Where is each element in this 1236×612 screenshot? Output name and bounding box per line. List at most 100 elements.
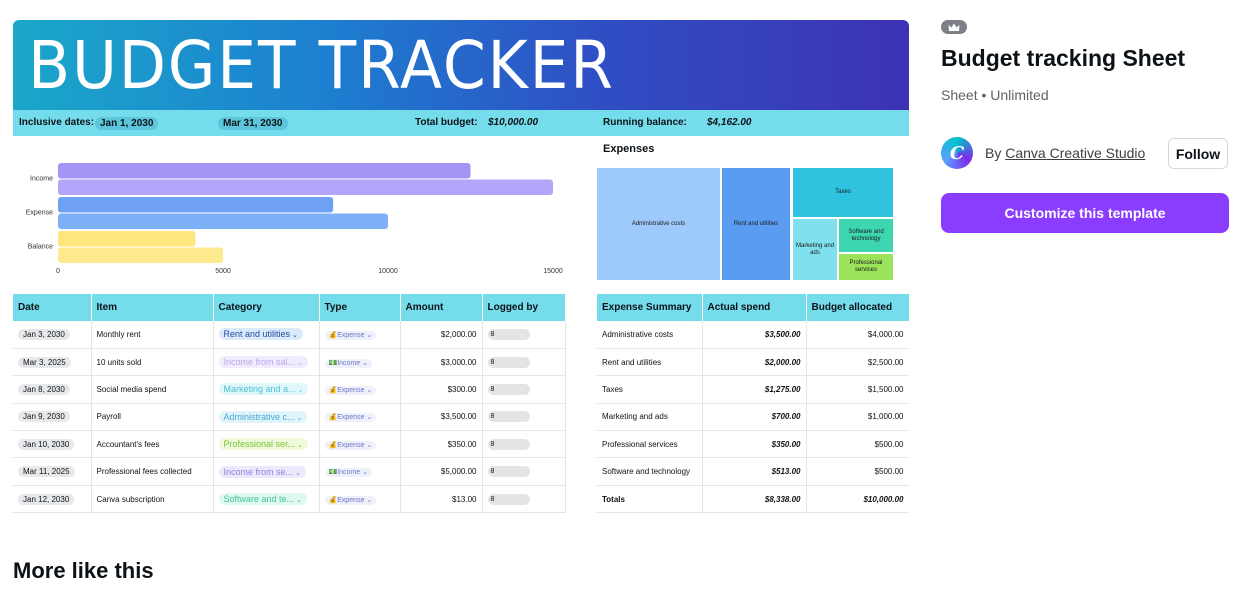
table-row[interactable]: Jan 12, 2030 Canva subscription Software a… (13, 485, 566, 514)
treemap-cell: Rent and utilities (722, 168, 790, 280)
category-dropdown[interactable]: Rent and utilities ⌄ (218, 328, 303, 341)
summary-name: Rent and utilities (597, 348, 703, 377)
budget-allocated: $500.00 (806, 457, 909, 486)
chart-bar-expense-2 (58, 213, 388, 229)
date-cell: Mar 3, 2025 (18, 356, 71, 368)
expense-summary-table: Expense Summary Actual spend Budget alloca… (597, 294, 909, 514)
preview-title: BUDGET TRACKER (28, 27, 615, 104)
column-header: Amount (400, 294, 483, 321)
category-label: Income (30, 176, 53, 183)
summary-row: Software and technology $513.00 $500.00 (597, 457, 909, 486)
type-tag[interactable]: 💰Expense ⌄ (324, 385, 377, 395)
actual-spend: $700.00 (702, 403, 807, 432)
amount-cell: $3,000.00 (440, 357, 477, 367)
money-icon: 💰 (328, 386, 338, 394)
treemap-cell: Taxes (793, 168, 893, 217)
item-cell: Professional fees collected (96, 467, 192, 477)
summary-name: Taxes (597, 375, 703, 404)
chevron-down-icon: ⌄ (296, 414, 303, 422)
type-tag[interactable]: 💰Expense ⌄ (324, 495, 377, 505)
date-cell: Jan 3, 2030 (18, 328, 70, 340)
category-label: Balance (28, 244, 53, 251)
type-tag[interactable]: 💰Expense ⌄ (324, 413, 377, 423)
type-tag[interactable]: 💵Income ⌄ (324, 358, 372, 368)
summary-row: Marketing and ads $700.00 $1,000.00 (597, 403, 909, 432)
table-row[interactable]: Mar 11, 2025 Professional fees collected I… (13, 457, 566, 486)
start-date: Jan 1, 2030 (95, 117, 159, 130)
table-row[interactable]: Mar 3, 2025 10 units sold Income from sal.… (13, 348, 566, 377)
category-dropdown[interactable]: Professional ser... ⌄ (218, 438, 308, 451)
table-row[interactable]: Jan 8, 2030 Social media spend Marketing a… (13, 375, 566, 404)
budget-allocated: $10,000.00 (806, 485, 909, 514)
balance-label: Running balance: (603, 117, 687, 128)
author-avatar[interactable]: C (941, 137, 973, 169)
chevron-down-icon: ⌄ (297, 360, 303, 368)
date-cell: Jan 8, 2030 (18, 383, 70, 395)
treemap-cell: Professional services (839, 254, 893, 280)
actual-spend: $513.00 (702, 457, 807, 486)
chevron-down-icon: ⌄ (295, 469, 301, 477)
summary-row: Professional services $350.00 $500.00 (597, 430, 909, 459)
table-row[interactable]: Jan 9, 2030 Payroll Administrative c... ⌄ 💰E… (13, 403, 566, 432)
column-header: Expense Summary (597, 294, 703, 321)
chevron-down-icon: ⌄ (297, 442, 303, 450)
author-link[interactable]: Canva Creative Studio (1005, 145, 1146, 161)
logged-by-cell: 8 (487, 356, 530, 368)
summary-row: Totals $8,338.00 $10,000.00 (597, 485, 909, 514)
money-icon: 💵 (328, 469, 338, 477)
category-dropdown[interactable]: Marketing and a... ⌄ (218, 383, 309, 396)
type-tag[interactable]: 💵Income ⌄ (324, 468, 372, 478)
table-row[interactable]: Jan 10, 2030 Accountant's fees Professiona… (13, 430, 566, 459)
more-like-this-heading: More like this (13, 558, 154, 583)
expenses-treemap: Administrative costs Rent and utilities Ta… (597, 168, 893, 280)
type-tag[interactable]: 💰Expense ⌄ (324, 330, 377, 340)
actual-spend: $350.00 (702, 430, 807, 459)
budget-allocated: $1,500.00 (806, 375, 909, 404)
follow-button[interactable]: Follow (1168, 138, 1228, 169)
column-header: Logged by (482, 294, 566, 321)
summary-name: Professional services (597, 430, 703, 459)
column-header: Item (91, 294, 214, 321)
category-dropdown[interactable]: Software and te... ⌄ (218, 493, 307, 506)
treemap-cell: Administrative costs (597, 168, 720, 280)
amount-cell: $300.00 (447, 384, 477, 394)
actual-spend: $3,500.00 (702, 321, 807, 349)
x-tick-label: 10000 (378, 268, 398, 275)
date-cell: Jan 10, 2030 (18, 438, 75, 450)
amount-cell: $3,500.00 (440, 412, 477, 422)
premium-badge (941, 20, 967, 34)
chevron-down-icon: ⌄ (297, 387, 304, 395)
budget-label: Total budget: (415, 117, 478, 128)
type-tag[interactable]: 💰Expense ⌄ (324, 440, 377, 450)
date-cell: Mar 11, 2025 (18, 466, 75, 478)
logged-by-cell: 8 (487, 438, 530, 450)
crown-icon (948, 23, 960, 31)
dates-label: Inclusive dates: (19, 117, 95, 128)
logged-by-cell: 8 (487, 328, 530, 340)
treemap-cell: Software and technology (839, 219, 893, 252)
transactions-table: Date Item Category Type Amount Logged by Jan … (13, 294, 566, 514)
item-cell: Canva subscription (96, 494, 165, 504)
item-cell: Monthly rent (96, 329, 141, 339)
balance-value: $4,162.00 (707, 117, 752, 128)
category-dropdown[interactable]: Income from sal... ⌄ (218, 356, 308, 369)
x-tick-label: 15000 (543, 268, 563, 275)
summary-name: Marketing and ads (597, 403, 703, 432)
summary-name: Totals (597, 485, 703, 514)
column-header: Actual spend (702, 294, 807, 321)
customize-template-button[interactable]: Customize this template (941, 193, 1229, 233)
item-cell: Payroll (96, 412, 121, 422)
chevron-down-icon: ⌄ (292, 332, 298, 340)
category-dropdown[interactable]: Administrative c... ⌄ (218, 410, 308, 423)
category-dropdown[interactable]: Income from se... ⌄ (218, 465, 306, 478)
chart-bar-balance-2 (58, 247, 223, 263)
column-header: Budget allocated (806, 294, 909, 321)
end-date: Mar 31, 2030 (218, 117, 288, 130)
template-preview[interactable]: BUDGET TRACKER Inclusive dates: Jan 1, 2… (13, 20, 909, 523)
money-icon: 💰 (328, 496, 338, 504)
item-cell: Social media spend (96, 384, 167, 394)
summary-name: Software and technology (597, 457, 703, 486)
chart-bar-income-1 (58, 163, 471, 179)
logged-by-cell: 8 (487, 466, 530, 478)
table-row[interactable]: Jan 3, 2030 Monthly rent Rent and utilitie… (13, 321, 566, 349)
